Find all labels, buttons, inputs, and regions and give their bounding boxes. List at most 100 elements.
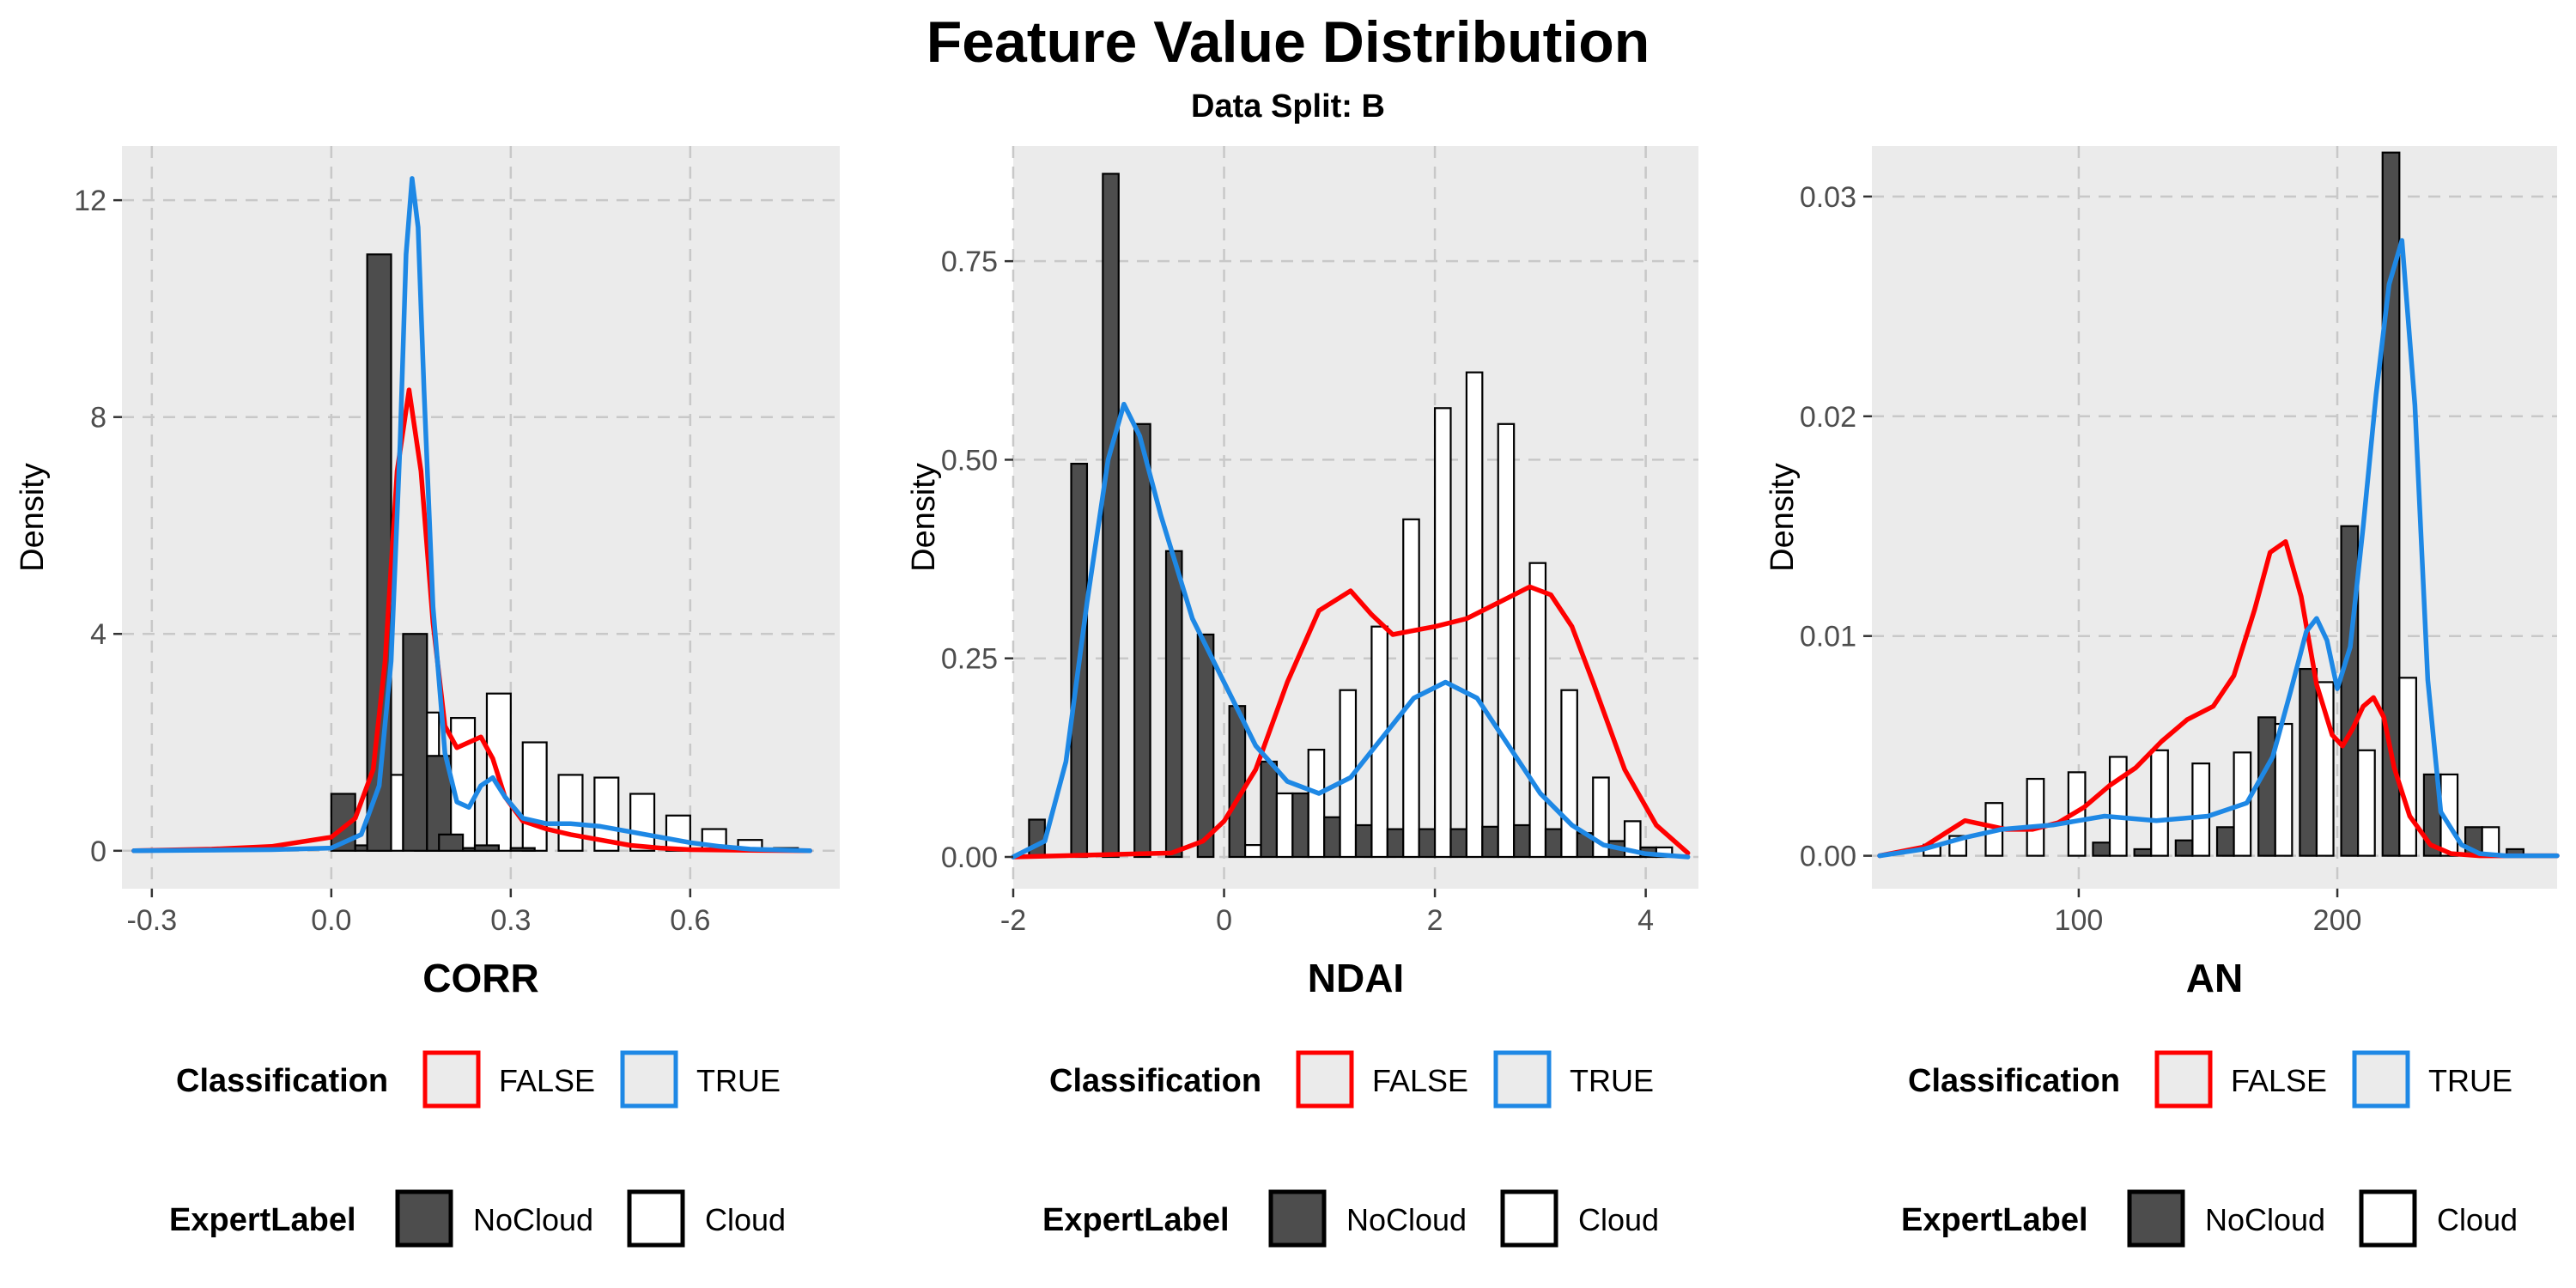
bar-cloud — [1243, 844, 1262, 859]
bar-cloud — [1402, 518, 1420, 859]
density-line-false — [131, 387, 812, 854]
bar-nocloud — [1386, 828, 1405, 859]
bar-cloud — [2191, 762, 2211, 857]
legend-key-false — [1296, 1050, 1354, 1109]
bar-nocloud — [1513, 823, 1531, 859]
chart-panel-2: 0.00 0.25 0.50 0.75 -2 0 2 4 NDAI Density Classifi… — [906, 146, 1698, 1248]
y-tick-label: 0.00 — [1800, 841, 1856, 873]
y-tick-label: 0.50 — [941, 444, 998, 477]
bar-cloud — [2150, 749, 2169, 857]
x-axis-title: AN — [2186, 956, 2243, 1000]
x-tick-label: 200 — [2313, 904, 2362, 937]
y-tick-label: 12 — [74, 185, 106, 217]
y-tick-label: 0 — [90, 835, 106, 868]
x-tick-label: 4 — [1637, 904, 1654, 937]
legend-key-nocloud — [2127, 1189, 2185, 1248]
figure-subtitle: Data Split: B — [1191, 88, 1385, 125]
bar-nocloud — [1196, 633, 1215, 859]
x-tick-label: 0.3 — [490, 904, 531, 937]
x-axis-title: NDAI — [1308, 956, 1404, 1000]
bar-nocloud — [1544, 828, 1563, 859]
bar-nocloud — [438, 833, 465, 852]
bar-nocloud — [1481, 825, 1499, 859]
legend-key-true — [1493, 1050, 1552, 1109]
x-tick-label: 0 — [1216, 904, 1232, 937]
y-tick-label: 0.03 — [1800, 181, 1856, 214]
bar-nocloud — [1028, 818, 1046, 859]
figure-title: Feature Value Distribution — [926, 9, 1650, 75]
bar-nocloud — [2299, 667, 2318, 857]
density-line-true — [131, 176, 812, 854]
bar-nocloud — [1323, 816, 1341, 859]
bar-cloud — [1592, 776, 1610, 859]
legend-label-cloud: Cloud — [705, 1202, 786, 1237]
legend-key-false — [422, 1050, 481, 1109]
bar-nocloud — [2215, 826, 2235, 857]
density-line-false — [1011, 584, 1691, 860]
bar-cloud — [2026, 777, 2045, 857]
y-tick-label: 0.00 — [941, 841, 998, 874]
plot-background — [1872, 146, 2557, 889]
bar-nocloud — [2381, 151, 2401, 857]
legend-label-nocloud: NoCloud — [1346, 1202, 1467, 1237]
plot-background — [122, 146, 840, 889]
bar-nocloud — [1102, 173, 1120, 859]
x-tick-label: -2 — [1000, 904, 1026, 937]
x-tick-label: 100 — [2055, 904, 2104, 937]
bar-nocloud — [402, 633, 428, 852]
x-tick-label: 0.6 — [670, 904, 710, 937]
legend-label-true: TRUE — [1570, 1063, 1654, 1098]
bar-nocloud — [2092, 841, 2111, 857]
legend-label-nocloud: NoCloud — [2205, 1202, 2325, 1237]
bar-nocloud — [1449, 828, 1468, 859]
bar-nocloud — [2340, 525, 2360, 857]
y-axis-title: Density — [15, 463, 51, 572]
legend-key-nocloud — [1268, 1189, 1327, 1248]
bar-nocloud — [509, 847, 536, 852]
density-line-true — [1877, 238, 2560, 859]
legend-key-cloud — [2359, 1189, 2417, 1248]
x-tick-label: 0.0 — [311, 904, 351, 937]
x-tick-label: -0.3 — [127, 904, 178, 937]
legend-label-false: FALSE — [2231, 1063, 2327, 1098]
bar-nocloud — [1133, 422, 1151, 859]
legend-classification-title: Classification — [1908, 1063, 2120, 1099]
y-axis-title: Density — [906, 463, 942, 572]
bar-cloud — [557, 774, 584, 852]
chart-panel-1: 0 4 8 12 -0.3 0.0 0.3 0.6 CORR Density Classificat… — [15, 146, 840, 1248]
legend-expertlabel-title: ExpertLabel — [1042, 1202, 1230, 1238]
bar-cloud — [1433, 407, 1452, 859]
y-tick-label: 0.01 — [1800, 621, 1856, 653]
bar-nocloud — [1260, 760, 1279, 859]
bar-cloud — [629, 793, 656, 852]
bar-cloud — [1307, 749, 1326, 859]
legend-classification-title: Classification — [1049, 1063, 1261, 1099]
legend-label-cloud: Cloud — [2437, 1202, 2518, 1237]
legend-label-false: FALSE — [1372, 1063, 1468, 1098]
y-tick-label: 0.75 — [941, 246, 998, 278]
bar-cloud — [1275, 792, 1294, 859]
legend-key-false — [2154, 1050, 2213, 1109]
y-tick-label: 0.25 — [941, 643, 998, 676]
x-tick-label: 2 — [1427, 904, 1443, 937]
bar-cloud — [1528, 562, 1547, 859]
bar-nocloud — [473, 844, 500, 852]
bar-nocloud — [1164, 550, 1183, 859]
legend-key-nocloud — [395, 1189, 453, 1248]
x-axis-title: CORR — [422, 956, 538, 1000]
legend-classification-title: Classification — [176, 1063, 388, 1099]
bar-cloud — [2398, 677, 2417, 857]
legend-key-cloud — [1500, 1189, 1558, 1248]
bar-nocloud — [1354, 823, 1373, 859]
legend-label-cloud: Cloud — [1578, 1202, 1659, 1237]
bar-cloud — [2357, 749, 2376, 857]
bar-nocloud — [2257, 716, 2276, 857]
bar-cloud — [1560, 689, 1578, 859]
legend-label-true: TRUE — [2428, 1063, 2512, 1098]
bar-cloud — [2481, 826, 2500, 857]
y-tick-label: 8 — [90, 402, 106, 434]
legend-label-nocloud: NoCloud — [473, 1202, 593, 1237]
bar-cloud — [1497, 422, 1516, 859]
legend-key-true — [620, 1050, 678, 1109]
